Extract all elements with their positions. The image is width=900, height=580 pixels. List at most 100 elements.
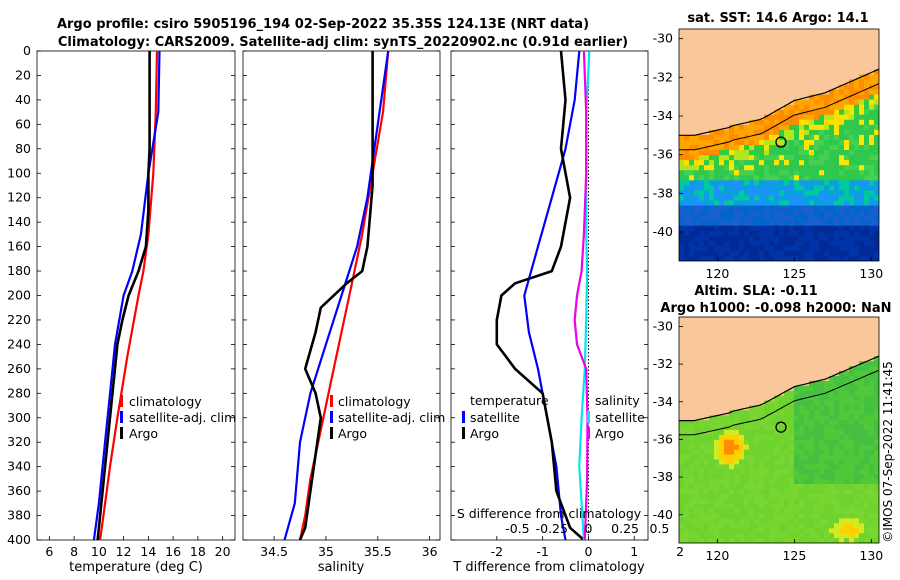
map-cell — [729, 235, 735, 242]
map-cell — [769, 180, 775, 186]
map-cell — [774, 155, 780, 161]
map-cell — [779, 380, 785, 387]
map-cell — [804, 484, 810, 490]
map-cell — [834, 469, 840, 475]
map-cell — [694, 430, 700, 436]
map-cell — [739, 235, 745, 242]
map-cell — [739, 508, 745, 515]
map-cell — [749, 533, 755, 539]
map-cell — [839, 185, 845, 191]
map-cell — [844, 64, 850, 70]
map-cell — [814, 498, 820, 505]
map-cell — [714, 44, 720, 50]
map-cell — [839, 326, 845, 333]
map-cell — [719, 390, 725, 397]
map-cell — [859, 317, 865, 323]
map-cell — [824, 84, 830, 91]
map-cell — [784, 479, 790, 485]
map-cell — [794, 331, 800, 338]
map-cell — [804, 356, 810, 362]
map-cell — [854, 215, 860, 222]
map-cell — [784, 155, 790, 161]
map-cell — [694, 489, 700, 495]
difference-panel: -2 -1 0 1 2-0.5 -0.25 0 0.25 0.5 — [450, 50, 684, 559]
map-cell — [844, 489, 850, 495]
map-cell — [814, 523, 820, 529]
map-cell — [864, 119, 870, 126]
map-cell — [744, 155, 750, 161]
map-cell — [784, 200, 790, 207]
map-cell — [699, 160, 705, 166]
map-cell — [794, 215, 800, 222]
map-cell — [729, 459, 735, 465]
map-cell — [709, 160, 715, 166]
map-cell — [749, 405, 755, 411]
map-cell — [799, 220, 805, 227]
map-cell — [679, 523, 685, 529]
map-cell — [804, 250, 810, 257]
map-cell — [809, 150, 815, 156]
map-cell — [704, 140, 710, 146]
map-cell — [744, 180, 750, 186]
map-cell — [739, 321, 745, 328]
map-cell — [734, 124, 740, 131]
map-cell — [719, 434, 725, 441]
map-cell — [739, 390, 745, 397]
map-cell — [694, 150, 700, 156]
x-tick-label: 20 — [215, 544, 231, 559]
map-cell — [699, 454, 705, 461]
map-cell — [689, 449, 695, 456]
map-cell — [819, 434, 825, 441]
map-cell — [819, 134, 825, 141]
map-cell — [734, 69, 740, 75]
map-cell — [849, 140, 855, 146]
map-cell — [689, 538, 695, 543]
map-cell — [829, 356, 835, 362]
map-cell — [714, 439, 720, 446]
map-cell — [809, 469, 815, 475]
map-cell — [854, 493, 860, 500]
map-cell — [814, 54, 820, 60]
map-cell — [744, 175, 750, 181]
map-cell — [679, 376, 685, 382]
map-cell — [729, 351, 735, 357]
map-cell — [804, 104, 810, 111]
map-cell — [689, 225, 695, 232]
map-cell — [869, 190, 875, 196]
map-cell — [749, 220, 755, 227]
map-cell — [859, 508, 865, 515]
map-cell — [744, 484, 750, 490]
map-cell — [804, 518, 810, 524]
map-cell — [764, 434, 770, 441]
map-cell — [799, 444, 805, 451]
map-cell — [829, 533, 835, 539]
map-cell — [789, 34, 795, 40]
map-cell — [829, 513, 835, 519]
map-cell — [829, 134, 835, 141]
map-cell — [744, 400, 750, 406]
map-cell — [819, 185, 825, 191]
map-cell — [689, 124, 695, 131]
map-cell — [859, 489, 865, 495]
map-cell — [719, 380, 725, 387]
map-cell — [714, 371, 720, 377]
map-cell — [714, 155, 720, 161]
map-cell — [809, 44, 815, 50]
map-cell — [804, 39, 810, 45]
map-cell — [684, 390, 690, 397]
map-cell — [759, 44, 765, 50]
map-cell — [709, 250, 715, 257]
map-cell — [789, 489, 795, 495]
map-cell — [854, 361, 860, 367]
x-tick-label: 120 — [706, 548, 730, 563]
map-cell — [779, 195, 785, 201]
map-cell — [804, 385, 810, 392]
map-cell — [739, 518, 745, 524]
map-cell — [794, 346, 800, 352]
map-cell — [844, 150, 850, 156]
map-cell — [724, 351, 730, 357]
map-cell — [714, 533, 720, 539]
map-cell — [764, 170, 770, 176]
map-cell — [689, 155, 695, 161]
map-cell — [869, 210, 875, 217]
